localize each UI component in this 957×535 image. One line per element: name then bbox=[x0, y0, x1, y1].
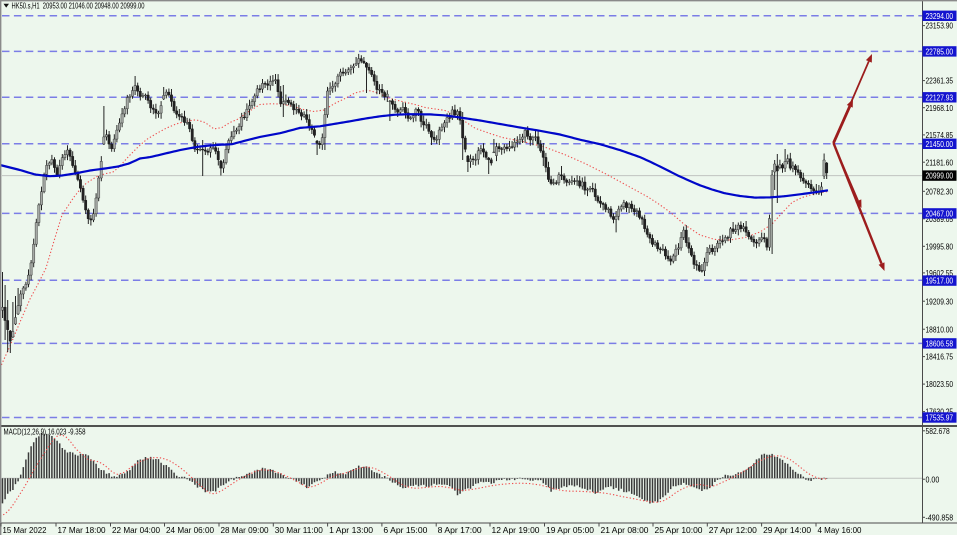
svg-text:21181.60: 21181.60 bbox=[926, 157, 954, 167]
svg-text:20467.00: 20467.00 bbox=[926, 209, 954, 219]
svg-text:19517.00: 19517.00 bbox=[926, 276, 954, 286]
svg-text:22 Mar 04:00: 22 Mar 04:00 bbox=[112, 525, 160, 535]
svg-text:18023.50: 18023.50 bbox=[926, 379, 954, 389]
svg-text:6 Apr 15:00: 6 Apr 15:00 bbox=[383, 525, 427, 535]
svg-text:19 Apr 05:00: 19 Apr 05:00 bbox=[546, 525, 594, 535]
svg-text:23294.00: 23294.00 bbox=[926, 11, 954, 21]
svg-text:17 Mar 18:00: 17 Mar 18:00 bbox=[58, 525, 106, 535]
svg-text:19209.30: 19209.30 bbox=[926, 296, 954, 306]
svg-text:4 May 16:00: 4 May 16:00 bbox=[818, 525, 862, 535]
svg-text:27 Apr 12:00: 27 Apr 12:00 bbox=[709, 525, 757, 535]
svg-text:MACD(12,26,9) 16.023 -9.358: MACD(12,26,9) 16.023 -9.358 bbox=[4, 427, 86, 437]
svg-text:8 Apr 17:00: 8 Apr 17:00 bbox=[438, 525, 482, 535]
svg-text:18416.75: 18416.75 bbox=[926, 352, 954, 362]
svg-text:21450.00: 21450.00 bbox=[926, 139, 954, 149]
svg-text:-490.858: -490.858 bbox=[926, 512, 954, 522]
svg-text:18606.58: 18606.58 bbox=[926, 339, 954, 349]
svg-text:21968.10: 21968.10 bbox=[926, 103, 954, 113]
svg-text:28 Mar 09:00: 28 Mar 09:00 bbox=[221, 525, 269, 535]
svg-text:20999.00: 20999.00 bbox=[926, 171, 954, 181]
svg-text:22127.93: 22127.93 bbox=[926, 92, 954, 102]
svg-text:29 Apr 14:00: 29 Apr 14:00 bbox=[763, 525, 811, 535]
svg-text:HK50.s,H1 20953.00 21046.00 2: HK50.s,H1 20953.00 21046.00 20948.00 209… bbox=[12, 0, 145, 10]
svg-text:19995.80: 19995.80 bbox=[926, 241, 954, 251]
svg-text:30 Mar 11:00: 30 Mar 11:00 bbox=[275, 525, 323, 535]
svg-text:24 Mar 06:00: 24 Mar 06:00 bbox=[166, 525, 214, 535]
svg-text:12 Apr 19:00: 12 Apr 19:00 bbox=[492, 525, 540, 535]
svg-text:21574.85: 21574.85 bbox=[926, 130, 954, 140]
svg-text:0.00: 0.00 bbox=[926, 474, 940, 484]
svg-text:22361.35: 22361.35 bbox=[926, 76, 954, 86]
svg-text:1 Apr 13:00: 1 Apr 13:00 bbox=[329, 525, 373, 535]
svg-text:582.678: 582.678 bbox=[926, 426, 950, 436]
svg-text:20389.05: 20389.05 bbox=[926, 214, 954, 224]
svg-text:25 Apr 10:00: 25 Apr 10:00 bbox=[655, 525, 703, 535]
svg-text:20782.30: 20782.30 bbox=[926, 186, 954, 196]
svg-text:17630.25: 17630.25 bbox=[926, 407, 954, 417]
svg-text:18810.00: 18810.00 bbox=[926, 324, 954, 334]
svg-text:17535.97: 17535.97 bbox=[926, 413, 954, 423]
svg-text:19602.55: 19602.55 bbox=[926, 268, 954, 278]
svg-text:22785.00: 22785.00 bbox=[926, 47, 954, 57]
svg-text:15 Mar 2022: 15 Mar 2022 bbox=[3, 525, 47, 535]
svg-text:23153.90: 23153.90 bbox=[926, 21, 954, 31]
svg-text:21 Apr 08:00: 21 Apr 08:00 bbox=[601, 525, 649, 535]
